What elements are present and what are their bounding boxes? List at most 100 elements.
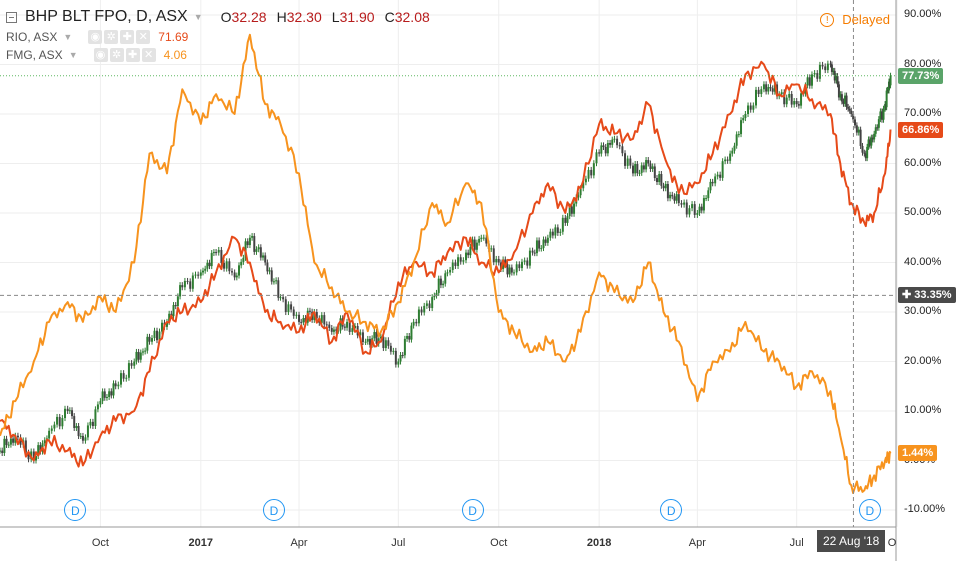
- gear-icon[interactable]: ✲: [104, 30, 119, 44]
- main-symbol-label[interactable]: BHP BLT FPO, D, ASX: [25, 8, 188, 25]
- candle-body: [806, 77, 809, 86]
- plus-icon[interactable]: ✚: [120, 30, 135, 44]
- candle-body: [837, 84, 840, 98]
- candle-body: [16, 435, 19, 438]
- candle-body: [127, 363, 130, 378]
- candle-body: [765, 84, 768, 92]
- chevron-down-icon[interactable]: ▼: [63, 32, 73, 42]
- candle-body: [767, 87, 770, 92]
- candle-body: [795, 101, 798, 105]
- main-symbol-row: BHP BLT FPO, D, ASX ▼ O32.28 H32.30 L31.…: [6, 6, 440, 28]
- candle-body: [729, 153, 732, 161]
- candle-body: [551, 231, 554, 236]
- y-tick-label: 80.00%: [904, 57, 942, 70]
- candle-body: [144, 350, 147, 352]
- candle-body: [101, 391, 104, 402]
- candle-body: [677, 194, 680, 204]
- eye-icon[interactable]: ◉: [88, 30, 103, 44]
- candle-body: [287, 304, 290, 313]
- candle-body: [873, 133, 876, 140]
- delayed-indicator[interactable]: ! Delayed: [820, 12, 890, 27]
- candle-body: [515, 264, 518, 273]
- candle-body: [520, 261, 523, 269]
- ohlc-close: C32.08: [384, 9, 430, 25]
- candle-body: [233, 272, 236, 278]
- candle-body: [394, 350, 397, 365]
- candle-body: [210, 253, 213, 267]
- candle-body: [251, 236, 254, 238]
- compare-value-fmg: 4.06: [163, 48, 187, 62]
- candle-body: [262, 255, 265, 258]
- candle-body: [366, 338, 369, 342]
- x-tick-label: Apr: [688, 537, 706, 549]
- candle-body: [442, 283, 445, 286]
- x-tick-label: 2017: [188, 537, 214, 549]
- candle-body: [821, 64, 824, 67]
- candle-body: [882, 108, 885, 120]
- candle-body: [577, 195, 580, 198]
- candle-body: [160, 322, 163, 332]
- y-tick-label: 90.00%: [904, 8, 942, 20]
- candle-body: [302, 318, 305, 323]
- candle-body: [653, 166, 656, 179]
- candle-body: [749, 105, 752, 110]
- candle-body: [158, 331, 161, 341]
- candle-body: [408, 336, 411, 340]
- candle-body: [889, 75, 892, 86]
- chevron-down-icon[interactable]: ▼: [68, 50, 78, 60]
- dividend-marker[interactable]: D: [64, 499, 87, 521]
- candle-body: [700, 206, 703, 211]
- candle-body: [89, 421, 92, 426]
- eye-icon[interactable]: ◉: [93, 48, 108, 62]
- candle-body: [439, 278, 442, 286]
- candle-body: [602, 145, 605, 148]
- candle-body: [788, 93, 791, 98]
- candle-body: [497, 258, 500, 263]
- collapse-legend-button[interactable]: [6, 11, 17, 23]
- candle-body: [24, 440, 27, 453]
- candle-body: [680, 203, 683, 205]
- candle-body: [412, 321, 415, 326]
- candle-body: [535, 240, 538, 254]
- candle-body: [508, 267, 511, 275]
- candle-body: [705, 198, 708, 200]
- candle-body: [368, 338, 371, 345]
- candle-body: [328, 324, 331, 328]
- chevron-down-icon[interactable]: ▼: [193, 12, 203, 22]
- close-icon[interactable]: ✕: [136, 30, 151, 44]
- compare-symbol-rio[interactable]: RIO, ASX: [6, 30, 58, 44]
- candle-body: [50, 428, 53, 431]
- candle-body: [323, 315, 326, 325]
- candle-body: [406, 336, 409, 339]
- compare-symbol-fmg[interactable]: FMG, ASX: [6, 48, 63, 62]
- compare-row-fmg: FMG, ASX ▼ ◉ ✲ ✚ ✕ 4.06: [6, 46, 440, 64]
- delayed-label: Delayed: [842, 12, 890, 27]
- candle-body: [228, 261, 231, 272]
- candle-body: [769, 87, 772, 89]
- dividend-marker[interactable]: D: [461, 499, 484, 521]
- candle-body: [325, 324, 328, 326]
- candle-body: [621, 146, 624, 154]
- candle-body: [354, 325, 357, 329]
- dividend-marker[interactable]: D: [262, 499, 285, 521]
- dividend-marker[interactable]: D: [660, 499, 683, 521]
- candle-body: [194, 274, 197, 276]
- candle-body: [43, 440, 46, 444]
- chart-legend: BHP BLT FPO, D, ASX ▼ O32.28 H32.30 L31.…: [6, 6, 440, 64]
- gear-icon[interactable]: ✲: [109, 48, 124, 62]
- plus-icon[interactable]: ✚: [125, 48, 140, 62]
- candle-body: [110, 391, 113, 396]
- candle-body: [308, 310, 311, 312]
- candle-body: [139, 352, 142, 360]
- candle-body: [176, 296, 179, 307]
- candle-body: [675, 194, 678, 201]
- candle-body: [399, 354, 402, 362]
- crosshair-value-badge: ✚ 33.35%: [898, 287, 956, 304]
- candle-body: [108, 391, 111, 398]
- close-icon[interactable]: ✕: [141, 48, 156, 62]
- candle-body: [27, 452, 30, 460]
- candle-body: [0, 450, 1, 452]
- candle-body: [277, 280, 280, 298]
- dividend-marker[interactable]: D: [858, 499, 881, 521]
